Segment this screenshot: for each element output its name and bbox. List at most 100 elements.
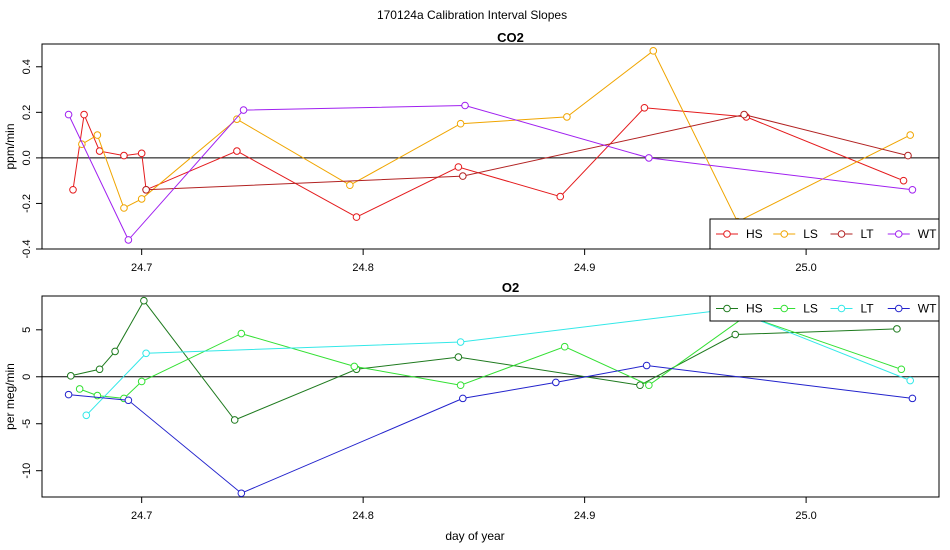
legend-marker [837,304,846,313]
data-point [642,361,651,370]
data-point [456,119,465,128]
legend-label-WT: WT [918,227,937,241]
x-tick-label: 24.9 [574,510,595,522]
x-tick-label: 24.8 [352,262,373,274]
data-point [230,416,239,424]
data-point [645,381,653,390]
data-point [237,329,246,338]
data-point [66,372,75,380]
data-point [904,151,912,160]
y-tick-label: 0.2 [21,105,33,120]
data-point [908,185,917,194]
series-LS [75,311,906,403]
data-point [459,172,467,180]
legend-marker [780,304,789,313]
x-axis-label: day of year [445,529,504,543]
y-tick-label: -5 [21,419,33,429]
data-point [456,338,465,346]
y-tick-label: 0 [21,374,33,380]
data-point [731,330,740,339]
data-point [69,185,77,194]
y-axis-label: per meg/min [3,363,17,430]
series-line-LT [146,114,909,191]
legend-label-HS: HS [746,302,763,316]
legend-marker [723,230,731,238]
data-point [552,378,560,387]
legend-label-LT: LT [861,227,875,241]
data-point [75,385,84,393]
data-point [640,103,649,112]
data-point [137,377,146,386]
data-point [350,362,359,371]
panel-0: CO2 ppm/min -0.4 -0.2 0.0 0.2 0.4 24.7 24.8 24.9 2… [3,30,940,274]
legend-label-WT: WT [918,302,937,316]
data-point [454,163,463,171]
data-point [906,131,915,139]
data-point [352,213,361,221]
legend-label-LS: LS [803,227,818,241]
data-point [239,106,248,114]
series-line-WT [68,104,913,241]
y-tick-label: -0.2 [21,194,33,213]
data-point [563,113,571,121]
data-point [649,47,658,55]
legend-marker [837,230,846,238]
data-point [124,396,133,405]
series-HS [69,103,908,221]
data-point [454,353,463,361]
legend-label-LT: LT [861,302,875,316]
data-point [456,381,465,390]
data-point [142,185,150,194]
data-point [124,236,133,244]
plot-frame [41,295,940,498]
y-tick-label: 0.4 [21,59,33,74]
data-point [897,365,906,374]
data-point [120,204,128,212]
data-point [645,154,653,162]
x-tick-label: 25.0 [795,510,816,522]
data-point [93,131,102,139]
data-point [111,347,119,356]
legend-label-LS: LS [803,302,818,316]
y-tick-label: -10 [21,463,33,479]
data-point [137,149,146,158]
data-point [459,394,467,403]
series-LT [82,305,915,420]
data-point [95,365,104,374]
data-point [237,489,246,498]
legend-label-HS: HS [746,227,763,241]
x-tick-label: 24.9 [574,262,595,274]
data-point [233,147,241,155]
x-tick-label: 24.7 [131,262,152,274]
y-axis-label: ppm/min [3,123,17,169]
data-point [906,376,915,385]
data-point [64,390,73,399]
legend-marker [894,304,903,313]
data-point [346,181,354,190]
series-line-LT [85,308,911,416]
data-point [137,195,146,203]
panel-title: O2 [502,280,519,295]
data-point [899,176,908,185]
series-LS [78,47,915,226]
y-tick-label: -0.4 [21,240,33,259]
legend: HS LS LT WT [709,218,940,250]
series-WT [64,101,917,244]
panel-title: CO2 [497,30,524,45]
series-WT [64,361,917,498]
data-point [560,342,569,351]
legend: HS LS LT WT [709,295,940,322]
figure-title: 170124a Calibration Interval Slopes [377,8,567,22]
legend-marker [723,304,731,313]
legend-marker [894,230,903,238]
panel-1: O2 per meg/min -10 -5 0 5 24.7 24.8 24.9 25.0 HS LS… [3,280,940,522]
data-point [893,325,901,333]
data-point [636,381,644,390]
y-tick-label: 5 [21,327,33,333]
plot-frame [41,43,940,250]
data-point [82,411,91,420]
data-point [461,101,469,110]
x-tick-label: 25.0 [795,262,816,274]
